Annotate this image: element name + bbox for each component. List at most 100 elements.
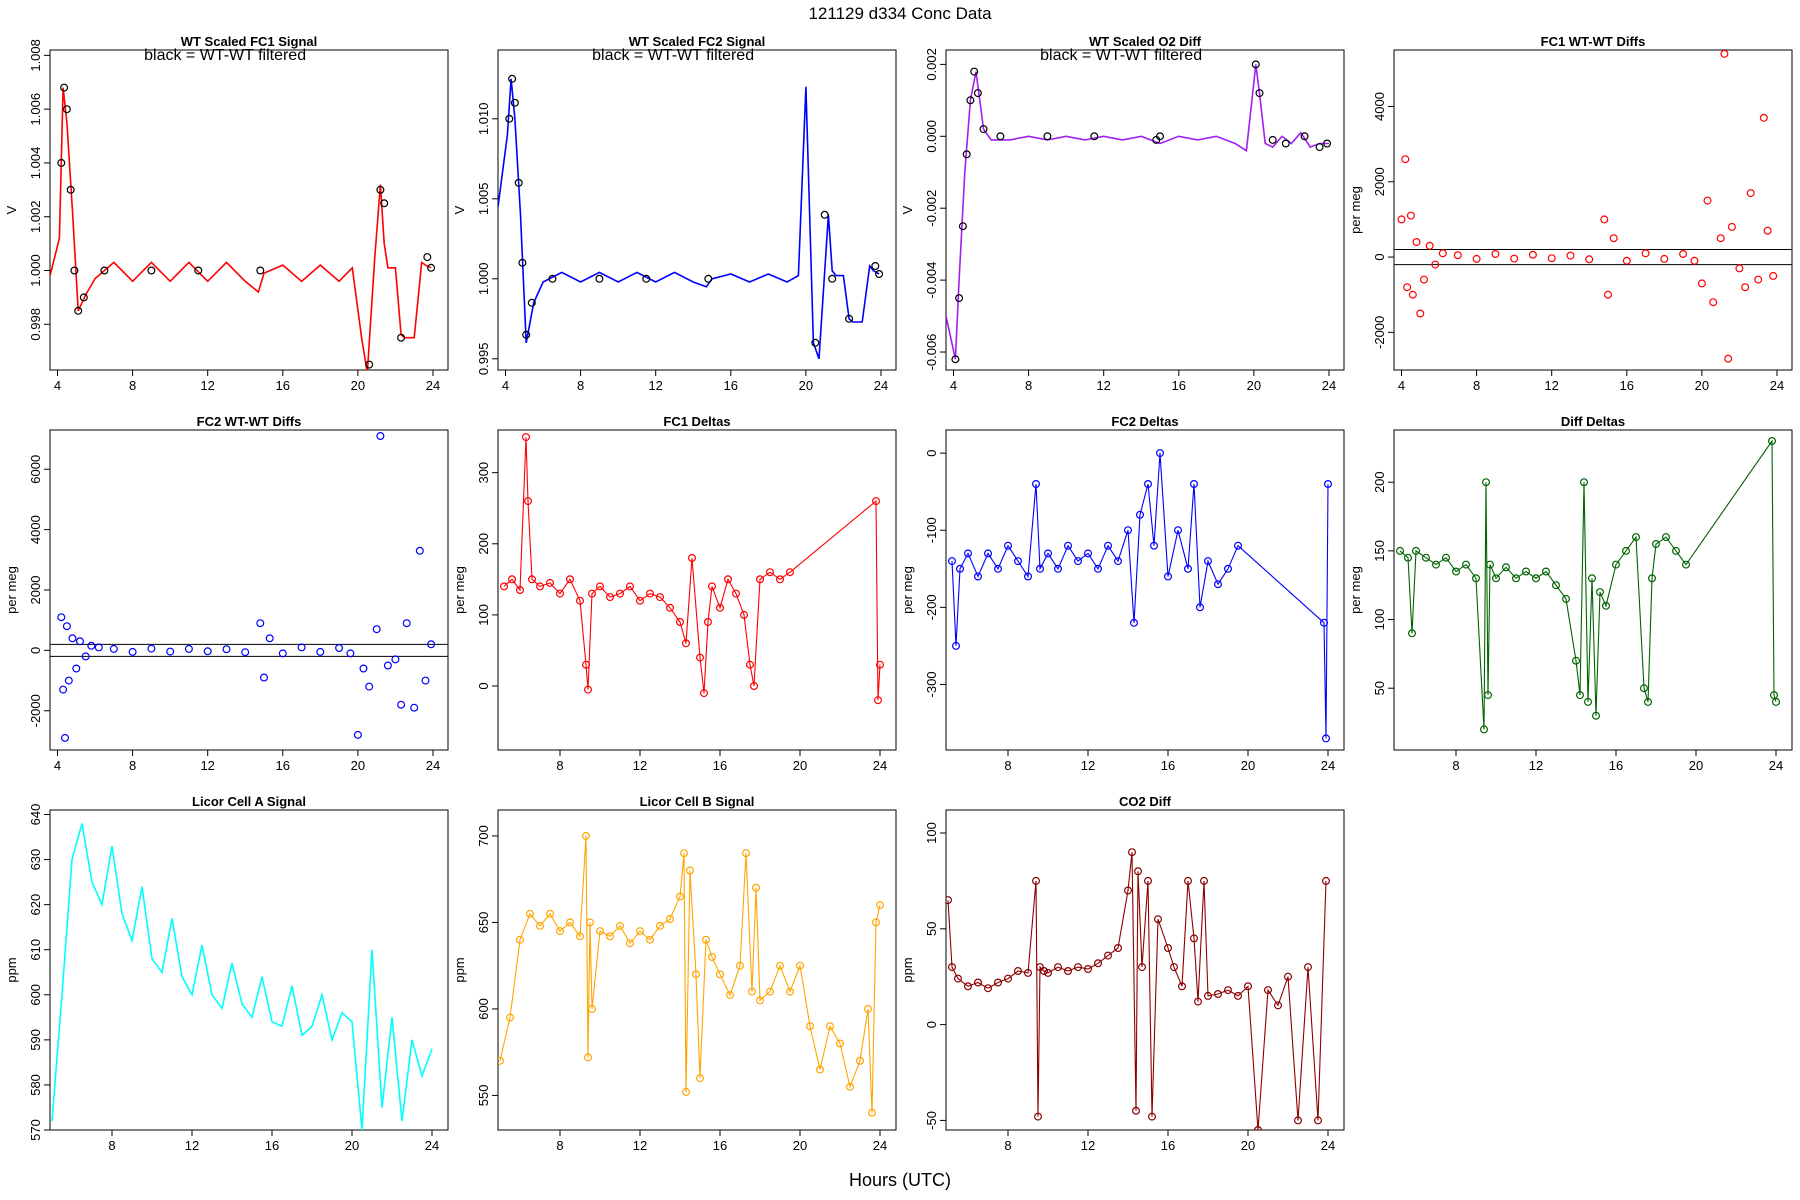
data-point <box>1421 553 1430 562</box>
data-point <box>775 961 784 970</box>
x-tick-label: 8 <box>556 758 563 773</box>
data-point <box>681 1087 690 1096</box>
data-point <box>1767 437 1776 446</box>
data-point <box>675 892 684 901</box>
data-point <box>735 961 744 970</box>
series-line-signal <box>498 78 880 360</box>
data-point <box>575 596 584 605</box>
panel-9: Licor Cell A Signal ppm 8 12 16 20 24 570 580 590… <box>4 794 449 1153</box>
data-point <box>1283 972 1292 981</box>
data-point <box>1583 697 1592 706</box>
data-point <box>391 655 400 664</box>
x-tick-label: 8 <box>1025 378 1032 393</box>
series-line-deltas <box>503 437 881 701</box>
x-tick-label: 12 <box>648 378 662 393</box>
data-point <box>1416 309 1425 318</box>
data-point <box>1481 478 1490 487</box>
data-point <box>873 696 882 705</box>
x-tick-label: 8 <box>129 378 136 393</box>
data-point <box>595 274 604 283</box>
y-axis-label: V <box>900 205 915 214</box>
x-tick-label: 20 <box>1241 758 1255 773</box>
x-tick-label: 16 <box>713 758 727 773</box>
y-tick-label: 700 <box>476 825 491 847</box>
x-tick-label: 24 <box>426 378 440 393</box>
data-point <box>1163 943 1172 952</box>
data-point <box>751 883 760 892</box>
panel-data <box>51 823 433 1130</box>
data-point <box>515 935 524 944</box>
data-point <box>346 649 355 658</box>
x-tick-label: 20 <box>793 758 807 773</box>
data-point <box>1281 139 1290 148</box>
data-point <box>1679 250 1688 259</box>
data-point <box>1143 876 1152 885</box>
data-point <box>372 625 381 634</box>
data-point <box>1263 986 1272 995</box>
data-point <box>695 653 704 662</box>
data-point <box>973 572 982 581</box>
figure-title: 121129 d334 Conc Data <box>808 4 992 23</box>
plot-frame <box>497 429 897 751</box>
data-point <box>1651 539 1660 548</box>
panel-title: WT Scaled FC2 Signal <box>629 34 766 49</box>
data-point <box>548 274 557 283</box>
data-point <box>1431 560 1440 569</box>
data-point <box>1735 264 1744 273</box>
data-point <box>75 637 84 646</box>
data-point <box>1419 275 1428 284</box>
data-point <box>585 918 594 927</box>
x-tick-label: 8 <box>108 1138 115 1153</box>
data-point <box>1697 279 1706 288</box>
data-point <box>1083 964 1092 973</box>
data-point <box>1660 254 1669 263</box>
data-point <box>1323 139 1332 148</box>
panel-data <box>498 831 884 1117</box>
y-tick-label: 100 <box>476 604 491 626</box>
data-point <box>1661 533 1670 542</box>
plot-frame <box>49 809 449 1131</box>
data-point <box>1189 934 1198 943</box>
data-point <box>1319 618 1328 627</box>
data-point <box>147 644 156 653</box>
data-point <box>775 575 784 584</box>
data-point <box>545 909 554 918</box>
data-point <box>1479 725 1488 734</box>
data-point <box>1129 618 1138 627</box>
y-axis-label: ppm <box>4 957 19 982</box>
data-point <box>1541 567 1550 576</box>
panel-title: Diff Deltas <box>1561 414 1625 429</box>
data-point <box>1641 249 1650 258</box>
data-point <box>835 1039 844 1048</box>
x-tick-label: 24 <box>1321 758 1335 773</box>
x-tick-label: 24 <box>426 758 440 773</box>
data-point <box>871 497 880 506</box>
y-tick-label: -300 <box>924 671 939 697</box>
x-tick-label: 24 <box>425 1138 439 1153</box>
x-tick-label: 24 <box>874 378 888 393</box>
data-point <box>707 582 716 591</box>
y-tick-label: 1.008 <box>28 39 43 72</box>
data-point <box>973 978 982 987</box>
y-tick-label: 1.006 <box>28 93 43 126</box>
data-point <box>1213 580 1222 589</box>
x-tick-label: 16 <box>713 1138 727 1153</box>
data-point <box>755 575 764 584</box>
x-tick-label: 8 <box>1473 378 1480 393</box>
data-point <box>256 266 265 275</box>
data-point <box>1093 564 1102 573</box>
data-point <box>1195 603 1204 612</box>
y-tick-label: 200 <box>476 533 491 555</box>
data-point <box>946 896 952 905</box>
y-tick-label: 0 <box>476 682 491 689</box>
panel-title: WT Scaled FC1 Signal <box>181 34 318 49</box>
data-point <box>595 927 604 936</box>
data-point <box>1155 132 1164 141</box>
data-point <box>1639 684 1648 693</box>
panel-data <box>1394 50 1792 363</box>
data-point <box>1716 234 1725 243</box>
panel-data <box>1395 437 1780 734</box>
data-point <box>1131 1106 1140 1115</box>
panel-data <box>50 432 448 742</box>
data-point <box>1035 564 1044 573</box>
